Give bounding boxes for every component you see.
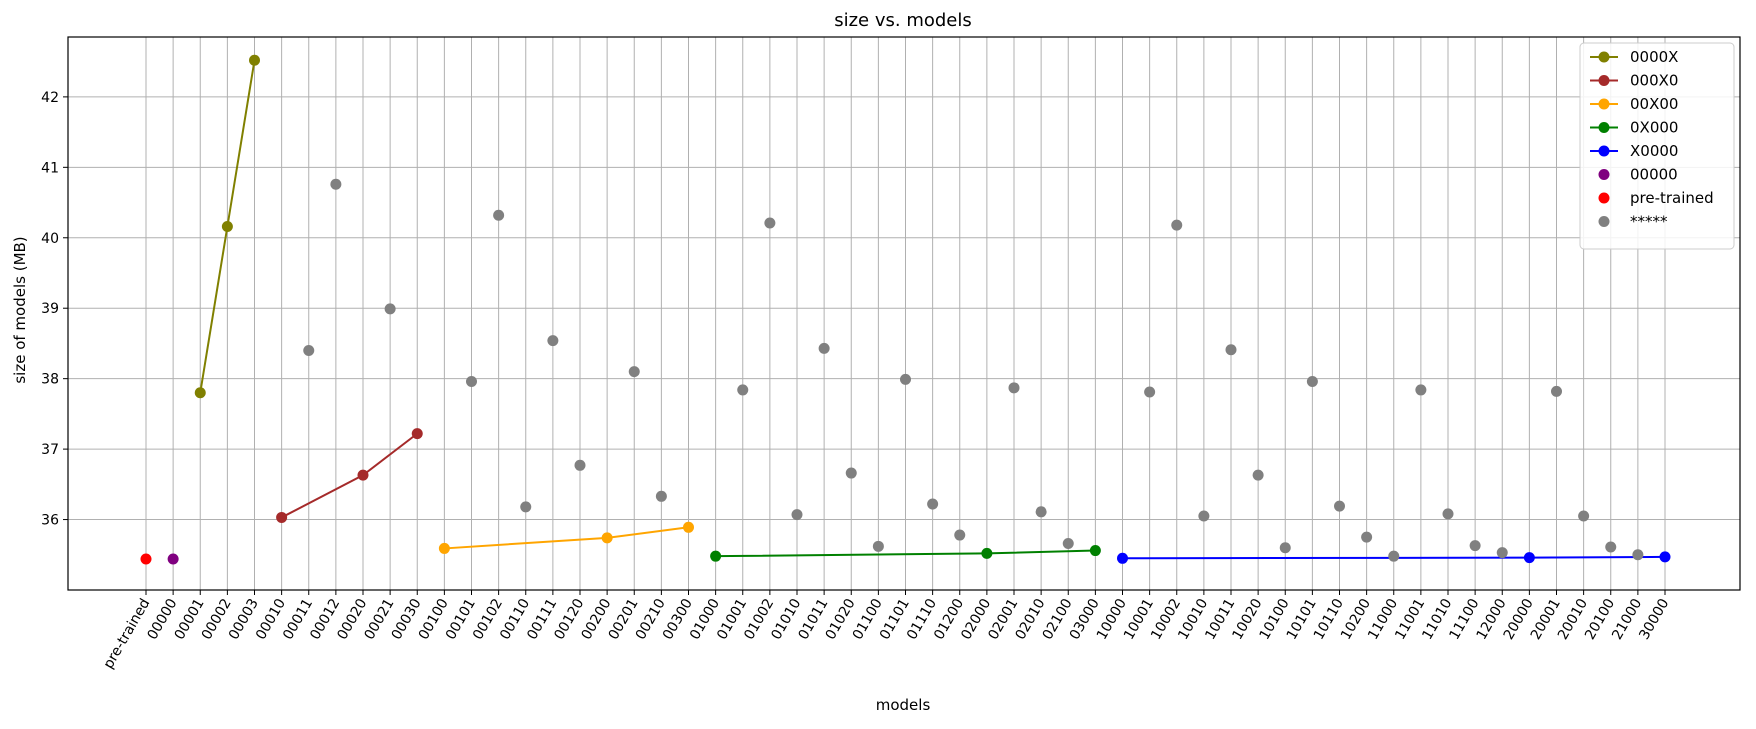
data-point [1551,385,1562,397]
legend-box [1579,42,1735,250]
data-point [330,178,342,190]
data-point [276,511,288,523]
legend-label: 0X000 [1630,119,1678,137]
data-point [683,521,694,533]
legend: 0000X 000X0 00X00 0X000 X0000 00000 pre-traine… [1579,42,1735,250]
data-point [357,469,369,481]
y-tick-label: 41 [41,160,59,176]
data-point [737,384,749,396]
legend-label: 000X0 [1630,72,1678,90]
data-point [1225,344,1237,356]
legend-marker [1598,145,1610,157]
data-point [872,540,884,552]
data-point [384,303,396,315]
data-point [438,542,450,554]
legend-label: 00X00 [1630,95,1678,113]
y-tick-label: 38 [41,372,59,388]
data-point [1578,510,1590,522]
data-point [927,498,939,510]
y-tick-label: 40 [41,231,59,247]
data-point [1306,375,1318,387]
data-point [1496,547,1508,559]
data-point [1415,384,1427,396]
data-point [710,550,722,562]
data-point [1279,542,1291,554]
y-tick-label: 37 [41,442,59,458]
data-point [954,529,966,541]
data-point [1388,550,1400,562]
data-point [547,335,559,347]
legend-marker [1598,51,1610,63]
data-point [1252,469,1264,481]
plot-frame [67,36,1741,591]
data-point [764,217,776,229]
legend-marker [1598,216,1610,227]
data-point [411,428,423,440]
data-point [493,209,505,221]
y-axis-label: size of models (MB) [11,236,29,383]
data-point [655,490,667,502]
data-point [1117,552,1128,564]
data-point [1334,500,1345,512]
data-point [1659,551,1671,563]
data-point [167,553,179,565]
data-point [1089,545,1101,557]
data-point [1469,540,1481,552]
legend-label: ***** [1630,213,1668,231]
data-point [194,387,206,399]
data-point [628,366,640,378]
y-tick-label: 42 [41,90,59,106]
data-point [1198,510,1210,522]
data-point [1605,541,1617,553]
x-axis-label: models [876,696,931,714]
data-point [1361,531,1373,543]
legend-marker [1598,169,1610,180]
legend-label: 00000 [1630,166,1678,184]
data-point [1008,382,1020,394]
data-point [818,342,830,354]
data-point [601,532,613,544]
data-point [900,373,911,385]
data-point [574,459,586,471]
y-tick-label: 36 [41,513,59,529]
data-point [221,220,233,232]
legend-label: 0000X [1630,48,1678,66]
legend-marker [1598,192,1610,204]
data-point [1171,219,1183,231]
data-point [466,375,477,387]
legend-label: pre-trained [1630,189,1714,207]
data-point [981,547,993,559]
legend-marker [1598,98,1610,110]
series-layer [140,54,1671,565]
data-point [1062,538,1074,550]
data-point [249,54,260,66]
data-point [1523,552,1535,564]
data-point [1632,549,1644,561]
data-point [520,501,532,513]
data-point [845,467,857,479]
legend-marker [1598,75,1610,86]
data-point [1035,506,1047,518]
data-point [303,344,315,356]
legend-label: X0000 [1630,142,1678,160]
data-point [1442,508,1454,520]
data-point [791,509,803,521]
chart-title: size vs. models [834,10,972,31]
legend-marker [1598,122,1610,133]
data-point [140,553,152,565]
data-point [1144,386,1156,398]
y-tick-label: 39 [41,301,59,317]
